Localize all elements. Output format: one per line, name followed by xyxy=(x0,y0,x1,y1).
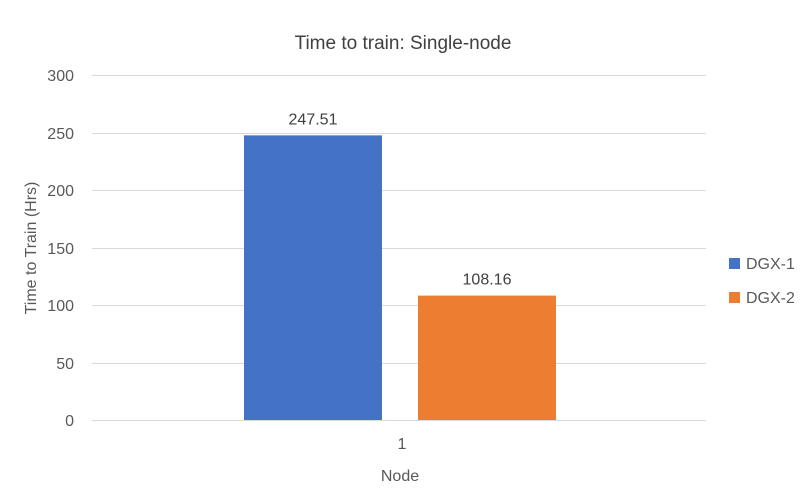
bar-dgx-2 xyxy=(418,295,556,420)
y-axis-label: Time to Train (Hrs) xyxy=(23,182,40,315)
data-label-dgx-1: 247.51 xyxy=(289,111,338,128)
legend-label-dgx-2: DGX-2 xyxy=(746,290,795,307)
data-labels: 247.51 108.16 xyxy=(289,111,512,288)
legend-swatch-dgx-1 xyxy=(729,258,740,269)
data-label-dgx-2: 108.16 xyxy=(463,272,512,289)
y-tick-label: 100 xyxy=(47,298,74,315)
legend-swatch-dgx-2 xyxy=(729,292,740,303)
chart-title: Time to train: Single-node xyxy=(295,33,512,54)
y-tick-label: 250 xyxy=(47,126,74,143)
y-axis-ticks: 0 50 100 150 200 250 300 xyxy=(47,68,74,430)
legend: DGX-1 DGX-2 xyxy=(729,256,795,307)
y-tick-label: 0 xyxy=(65,413,74,430)
x-axis-label: Node xyxy=(381,468,419,485)
bars xyxy=(244,135,556,420)
y-tick-label: 50 xyxy=(56,356,74,373)
y-tick-label: 150 xyxy=(47,241,74,258)
x-tick-label: 1 xyxy=(398,436,407,453)
x-axis-ticks: 1 xyxy=(398,436,407,453)
y-tick-label: 200 xyxy=(47,183,74,200)
y-tick-label: 300 xyxy=(47,68,74,85)
legend-label-dgx-1: DGX-1 xyxy=(746,256,795,273)
bar-dgx-1 xyxy=(244,135,382,420)
gridlines xyxy=(92,75,706,421)
